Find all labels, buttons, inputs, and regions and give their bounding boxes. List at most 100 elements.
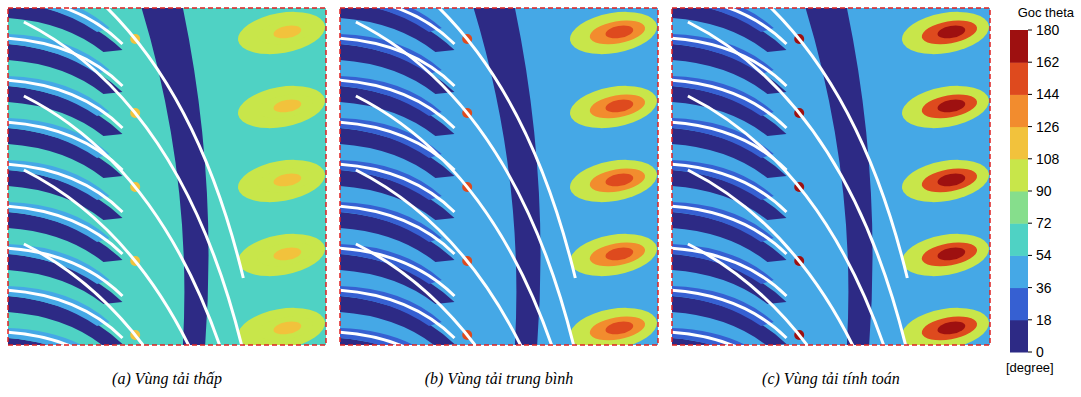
wake-outer xyxy=(567,80,658,135)
wake-mid xyxy=(920,165,979,196)
wake-mid xyxy=(588,313,647,344)
short-blade xyxy=(8,8,122,44)
wake-mid xyxy=(256,91,315,122)
panel-caption: (a) Vùng tải thấp xyxy=(112,370,222,388)
short-blade xyxy=(672,332,786,345)
colorbar-tick xyxy=(1028,319,1032,320)
colorbar-tick-label: 162 xyxy=(1036,54,1060,70)
figure: (a) Vùng tải thấp (b) Vùng tải trung bình… xyxy=(0,0,1081,397)
colorbar-tick-label: 0 xyxy=(1036,344,1044,360)
wake-mid xyxy=(588,165,647,196)
long-blade xyxy=(24,96,243,345)
wake-outer xyxy=(899,228,990,283)
short-blade xyxy=(340,290,454,338)
short-blade xyxy=(340,8,454,44)
colorbar-band xyxy=(1010,62,1028,95)
short-blade xyxy=(8,122,122,170)
long-blade xyxy=(688,244,907,345)
short-blade xyxy=(340,332,454,345)
short-blade xyxy=(340,122,454,170)
panel-field xyxy=(8,8,326,345)
wake-mid xyxy=(256,239,315,270)
wake-outer xyxy=(235,154,326,209)
colorbar-band xyxy=(1010,223,1028,256)
wake-outer xyxy=(567,228,658,283)
wake-mid xyxy=(588,17,647,48)
wake-mid xyxy=(588,91,647,122)
wake-outer xyxy=(899,154,990,209)
colorbar-tick-label: 90 xyxy=(1036,183,1052,199)
long-blade xyxy=(356,170,575,345)
short-blade xyxy=(672,290,786,338)
colorbar-band xyxy=(1010,288,1028,321)
colorbar-band xyxy=(1010,320,1028,353)
wake-outer xyxy=(899,8,990,60)
colorbar-tick xyxy=(1028,126,1032,127)
wake-outer xyxy=(235,302,326,345)
wake-outer xyxy=(567,302,658,345)
long-blade xyxy=(356,8,575,278)
wake-outer xyxy=(235,228,326,283)
wake-mid xyxy=(920,313,979,344)
long-blade xyxy=(24,170,243,345)
long-blade xyxy=(688,96,907,345)
panel-frame xyxy=(8,8,326,345)
wake-outer xyxy=(567,154,658,209)
wake-mid xyxy=(256,165,315,196)
wake-core xyxy=(273,246,303,263)
short-blade xyxy=(8,332,122,345)
colorbar-tick-label: 54 xyxy=(1036,247,1052,263)
wake-outer xyxy=(235,80,326,135)
colorbar-band xyxy=(1010,255,1028,288)
colorbar-tick-label: 144 xyxy=(1036,86,1060,102)
colorbar-tick xyxy=(1028,352,1032,353)
colorbar-tick xyxy=(1028,158,1032,159)
colorbar-band xyxy=(1010,30,1028,63)
wake-core xyxy=(937,98,967,115)
panel-caption: (b) Vùng tải trung bình xyxy=(425,370,573,388)
colorbar-tick xyxy=(1028,255,1032,256)
colorbar-tick-label: 18 xyxy=(1036,312,1052,328)
wake-core xyxy=(605,24,635,41)
short-blade xyxy=(672,248,786,296)
colorbar-tick xyxy=(1028,30,1032,31)
wake-mid xyxy=(256,17,315,48)
mid-patch xyxy=(672,8,774,32)
panel-caption: (c) Vùng tải tính toán xyxy=(762,370,900,388)
long-blade xyxy=(356,244,575,345)
field-background xyxy=(340,8,658,345)
panel-frame xyxy=(340,8,658,345)
wake-mid xyxy=(920,91,979,122)
colorbar-tick-label: 72 xyxy=(1036,215,1052,231)
long-blade xyxy=(24,8,243,278)
colorbar-tick xyxy=(1028,94,1032,95)
wake-outer xyxy=(899,80,990,135)
short-blade xyxy=(340,248,454,296)
wake-core xyxy=(273,320,303,337)
colorbar-tick xyxy=(1028,287,1032,288)
mid-patch xyxy=(340,8,442,32)
colorbar-tick-label: 108 xyxy=(1036,151,1060,167)
field-background xyxy=(672,8,990,345)
panel-field xyxy=(672,8,990,345)
colorbar-tick-label: 36 xyxy=(1036,280,1052,296)
wake-mid xyxy=(920,17,979,48)
wake-outer xyxy=(235,8,326,60)
wake-core xyxy=(273,172,303,189)
long-blade xyxy=(356,96,575,345)
colorbar-tick xyxy=(1028,191,1032,192)
wake-core xyxy=(605,246,635,263)
wake-core xyxy=(605,98,635,115)
short-blade xyxy=(672,122,786,170)
wake-outer xyxy=(567,8,658,60)
wake-core xyxy=(937,172,967,189)
panel-field xyxy=(340,8,658,345)
field-background xyxy=(8,8,326,345)
wake-mid xyxy=(920,239,979,270)
wake-mid xyxy=(588,239,647,270)
long-blade xyxy=(24,244,243,345)
wake-core xyxy=(605,172,635,189)
wake-core xyxy=(273,98,303,115)
wake-core xyxy=(937,246,967,263)
short-blade xyxy=(672,8,786,44)
